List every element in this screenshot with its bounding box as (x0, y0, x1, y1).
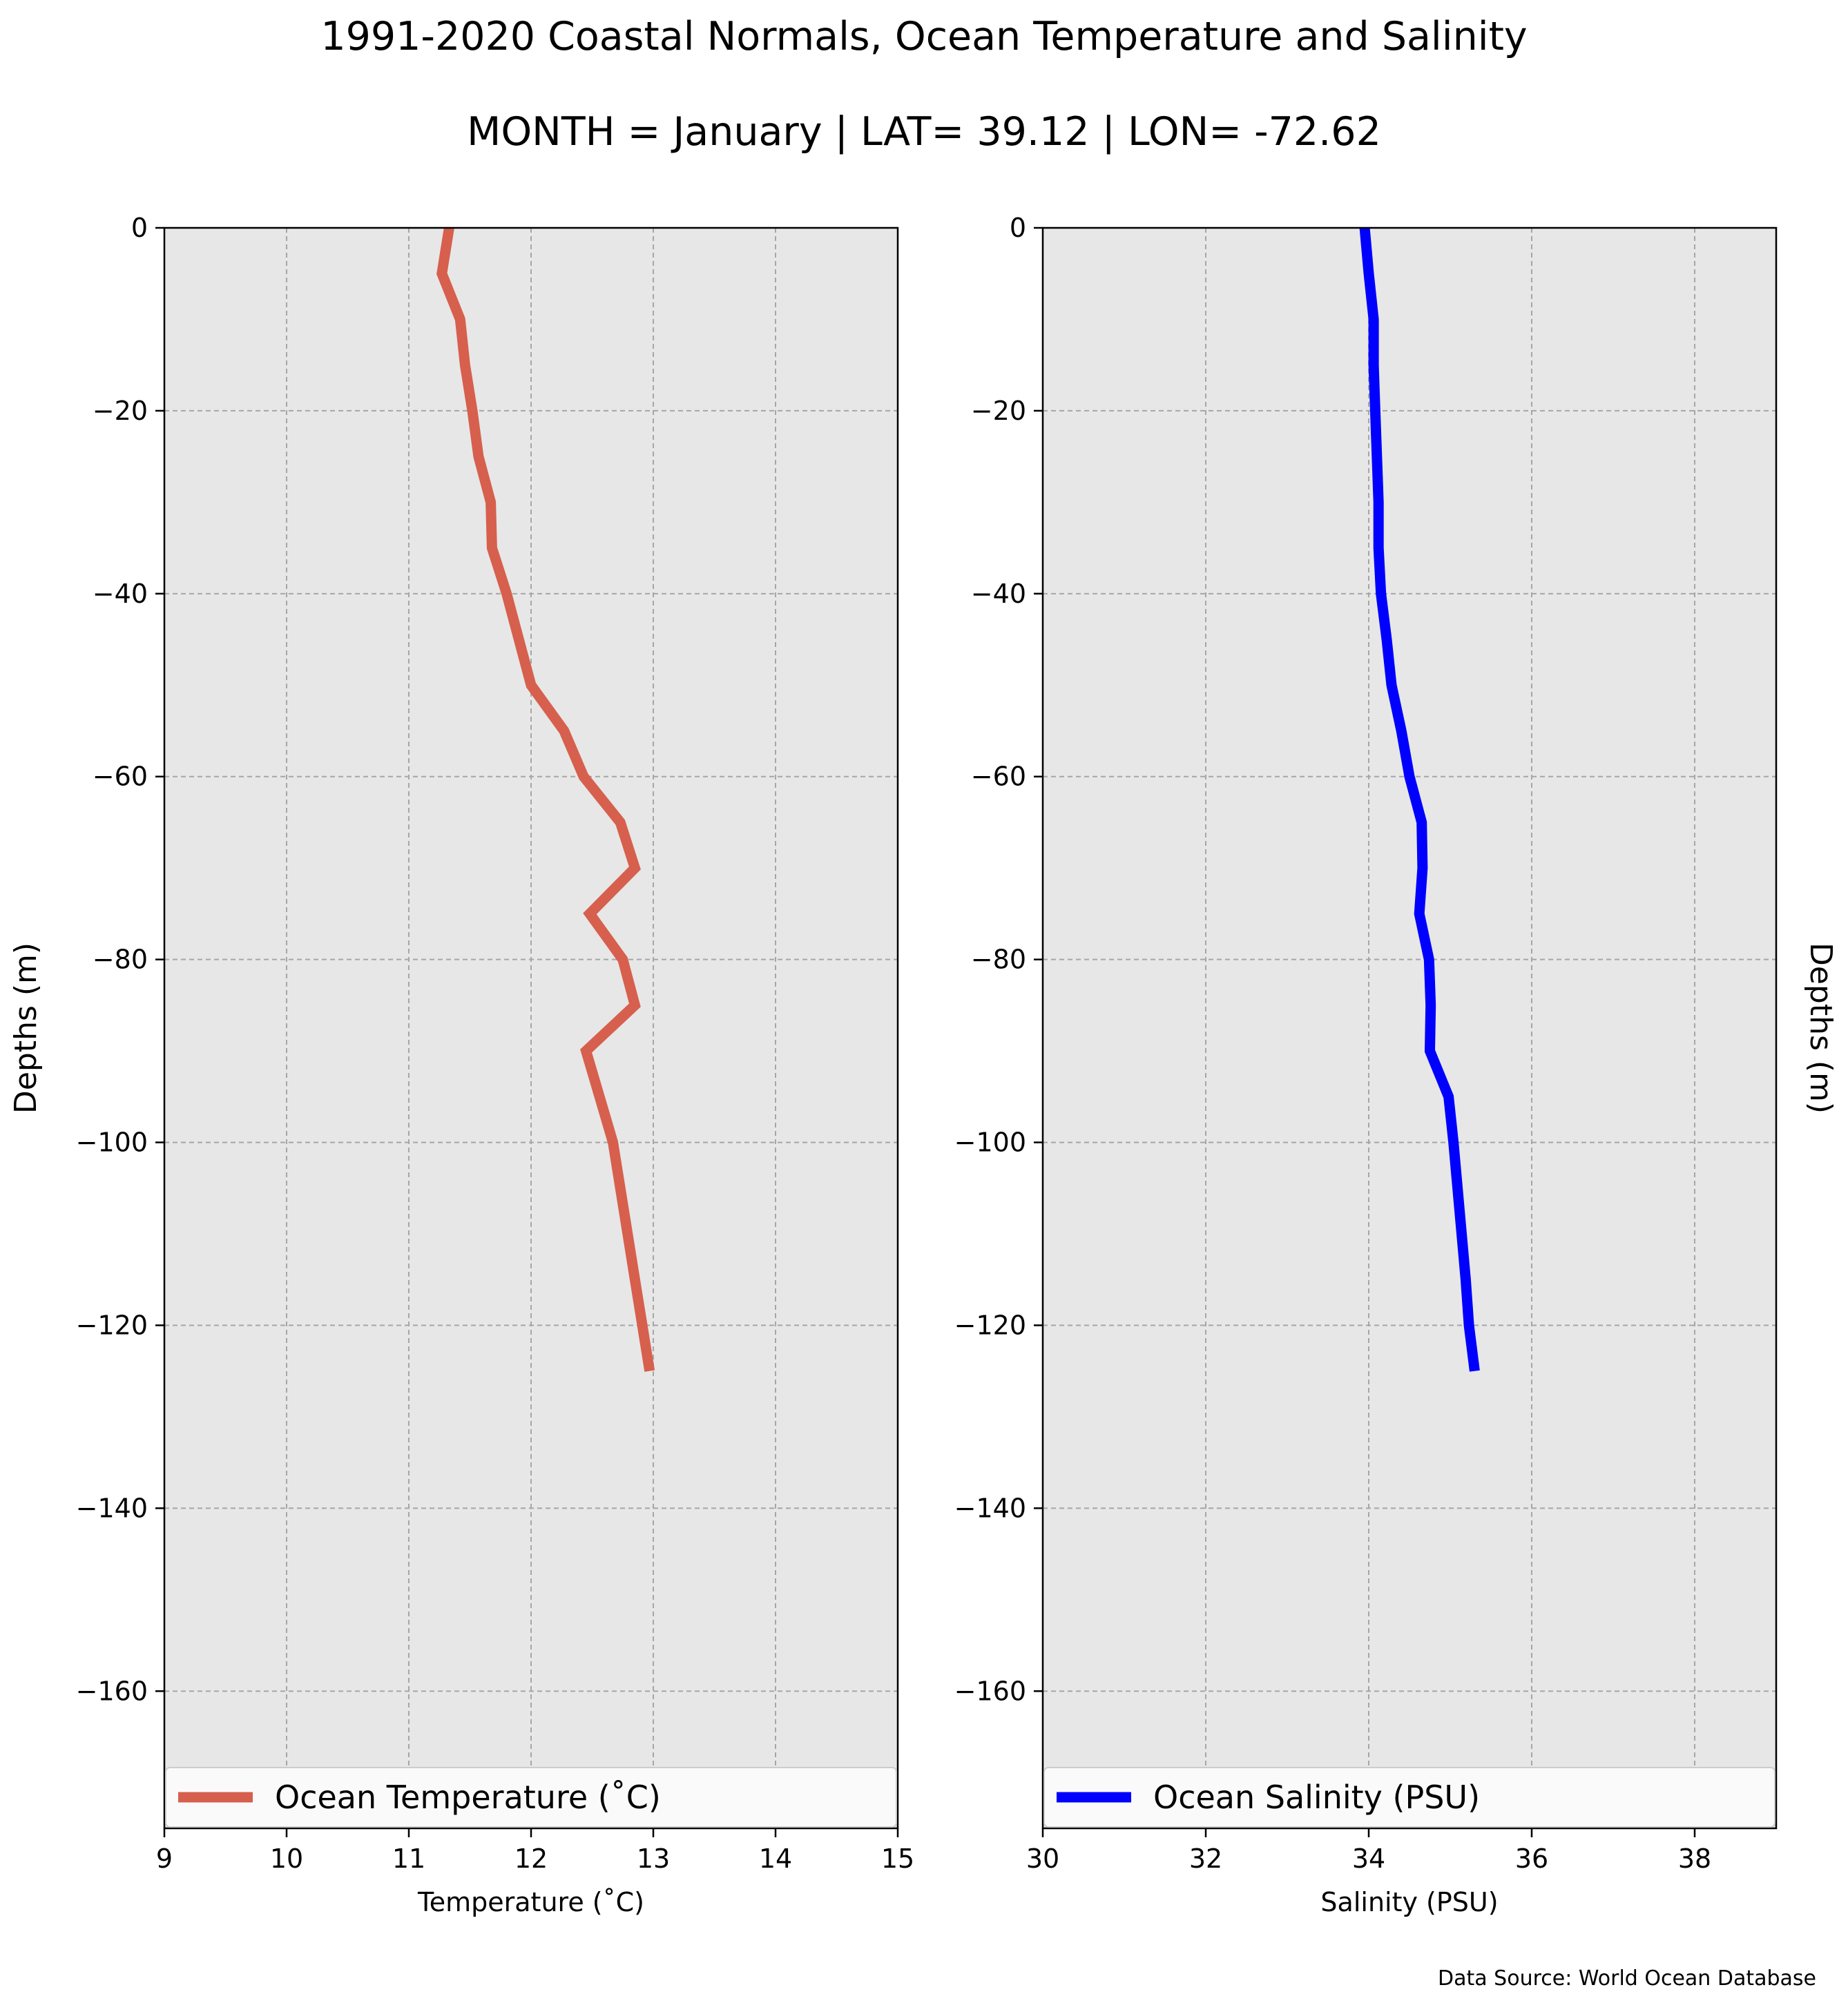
legend-label: Ocean Temperature (˚C) (275, 1779, 661, 1816)
legend: Ocean Salinity (PSU) (1043, 1767, 1775, 1828)
y-tick-label: −20 (93, 396, 148, 426)
legend-box (1043, 1767, 1775, 1828)
y-tick-label: −60 (971, 762, 1026, 792)
axes-frame (1041, 226, 1778, 1830)
x-tick-label: 10 (270, 1844, 303, 1874)
x-tick-label: 12 (514, 1844, 548, 1874)
x-tick-label: 34 (1352, 1844, 1385, 1874)
y-tick-label: −100 (76, 1128, 148, 1158)
y-tick-label: 0 (1010, 213, 1026, 243)
y-tick-label: −40 (971, 579, 1026, 609)
x-tick-label: 32 (1189, 1844, 1222, 1874)
x-tick-label: 14 (759, 1844, 792, 1874)
y-tick-label: −140 (954, 1493, 1026, 1523)
plot-area (1043, 228, 1776, 1828)
figure-subtitle: MONTH = January | LAT= 39.12 | LON= -72.… (467, 109, 1381, 155)
series-line (1359, 227, 1480, 1372)
data-source-note: Data Source: World Ocean Database (1438, 1966, 1816, 1991)
temperature-chart: 9 10 11 12 13 14 15 0 −20 −40 −60 −80 −100 −120 −140 −1… (8, 213, 914, 1917)
legend: Ocean Temperature (˚C) (165, 1767, 897, 1828)
y-tick-label: −60 (93, 762, 148, 792)
y-axis-label: Depths (m) (1803, 942, 1838, 1114)
y-tick-label: −120 (76, 1310, 148, 1340)
x-tick-label: 15 (881, 1844, 914, 1874)
legend-box (165, 1767, 897, 1828)
y-tick-label: −80 (93, 945, 148, 975)
y-axis-label: Depths (m) (8, 942, 44, 1114)
salinity-chart: 30 32 34 36 38 0 −20 −40 −60 −80 −100 −120 −140 −160 S… (954, 213, 1838, 1917)
y-tick-label: −160 (76, 1676, 148, 1706)
y-tick-label: −160 (954, 1676, 1026, 1706)
y-tick-label: −100 (954, 1128, 1026, 1158)
x-axis-label: Temperature (˚C) (417, 1887, 644, 1917)
y-tick-label: −40 (93, 579, 148, 609)
x-tick-label: 38 (1678, 1844, 1711, 1874)
x-tick-label: 9 (156, 1844, 173, 1874)
figure-title: 1991-2020 Coastal Normals, Ocean Tempera… (320, 14, 1527, 59)
x-tick-label: 30 (1026, 1844, 1059, 1874)
legend-label: Ocean Salinity (PSU) (1153, 1779, 1480, 1816)
y-tick-label: −20 (971, 396, 1026, 426)
y-tick-label: −120 (954, 1310, 1026, 1340)
x-tick-label: 11 (392, 1844, 425, 1874)
y-tick-label: −80 (971, 945, 1026, 975)
series-line (436, 226, 655, 1372)
x-tick-label: 36 (1515, 1844, 1548, 1874)
x-axis-label: Salinity (PSU) (1320, 1887, 1498, 1917)
y-tick-label: 0 (131, 213, 148, 243)
y-tick-label: −140 (76, 1493, 148, 1523)
x-tick-label: 13 (637, 1844, 670, 1874)
